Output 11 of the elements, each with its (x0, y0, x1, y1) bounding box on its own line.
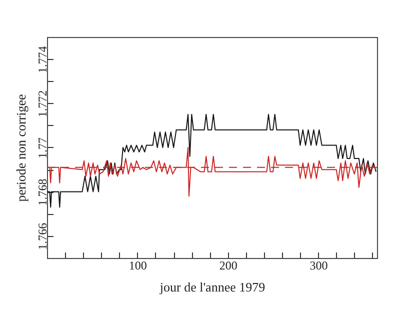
y-tick-label: 1.77 (36, 138, 50, 158)
y-tick-label: 1.774 (36, 46, 50, 74)
x-tick-label: 300 (310, 258, 328, 272)
line-series (46, 114, 377, 208)
y-tick-label: 1.772 (36, 90, 50, 118)
x-axis-title: jour de l'annee 1979 (158, 280, 266, 294)
x-tick-label: 100 (128, 258, 147, 272)
x-tick-label: 200 (219, 258, 238, 272)
y-tick-label: 1.766 (36, 222, 50, 250)
y-axis-title: periode non corrigee (14, 94, 28, 202)
y-tick-label: 1.768 (36, 178, 50, 206)
